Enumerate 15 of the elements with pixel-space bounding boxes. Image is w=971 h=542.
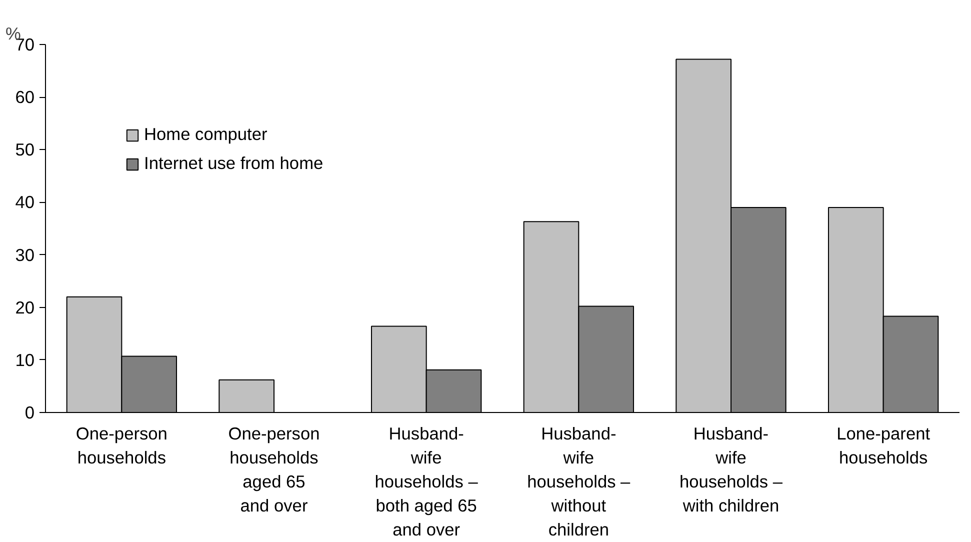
x-tick-label: One-person households aged 65 and over	[228, 424, 320, 516]
y-tick-label: 20	[15, 297, 35, 318]
legend-label: Internet use from home	[144, 153, 324, 174]
y-tick-label: 0	[24, 402, 35, 422]
x-tick-label: One-person households	[76, 424, 168, 468]
y-tick-label: 30	[15, 244, 35, 265]
legend-label: Home computer	[144, 124, 268, 145]
x-tick-label: Lone-parent households	[836, 424, 930, 468]
x-tick-label: Husband- wife households – with children	[679, 424, 783, 516]
y-tick-label: 10	[15, 350, 35, 370]
y-tick-label: 60	[15, 87, 35, 108]
y-tick-label: 50	[15, 140, 35, 160]
x-tick-label: Husband- wife households – without children	[527, 424, 631, 540]
y-tick-label: 40	[15, 192, 35, 212]
x-tick-label: Husband- wife households – both aged 65 and over	[374, 424, 478, 540]
